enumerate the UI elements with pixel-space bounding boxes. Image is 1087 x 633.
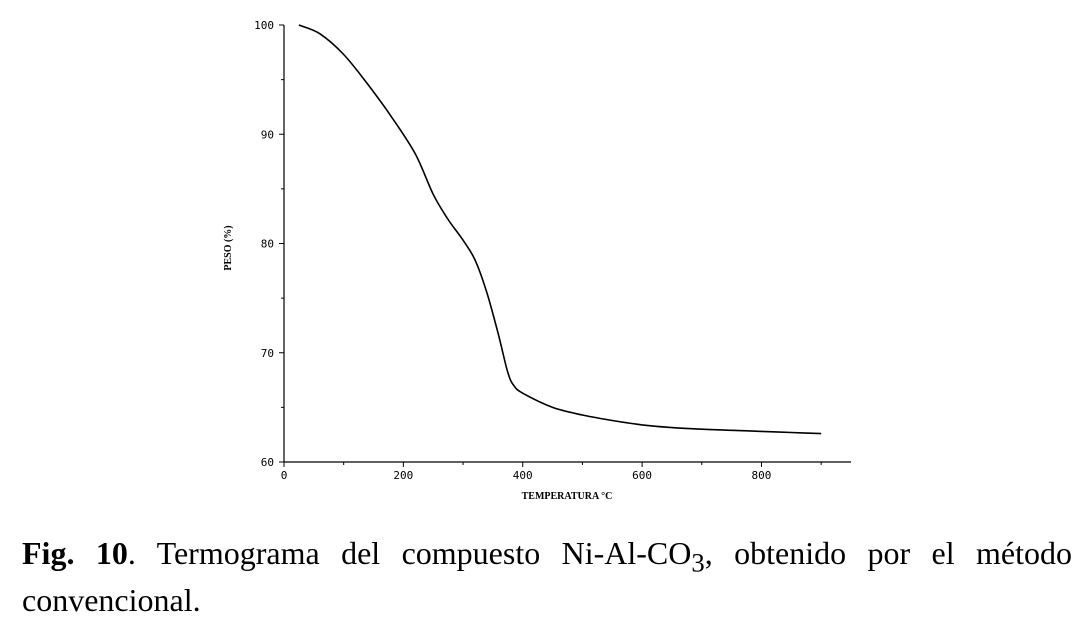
y-axis-label: PESO (%) [223, 225, 234, 270]
x-axis-label: TEMPERATURA °C [522, 491, 613, 502]
y-tick-label: 100 [254, 19, 274, 32]
caption-subscript: 3 [691, 547, 705, 578]
y-tick-label: 80 [261, 238, 274, 251]
figure-label: Fig. 10 [22, 535, 128, 571]
caption-text-end: , obtenido por el método convencional. [22, 535, 1073, 619]
caption-text: . Termograma del compuesto Ni-Al-CO [127, 535, 692, 571]
x-tick-label: 0 [281, 469, 288, 482]
y-tick-label: 60 [261, 456, 274, 469]
x-tick-label: 200 [393, 469, 413, 482]
y-tick-label: 90 [261, 128, 274, 141]
x-tick-label: 600 [632, 469, 652, 482]
figure-caption: Fig. 10. Termograma del compuesto Ni-Al-… [22, 534, 1072, 619]
y-ticks: 60 70 80 90 100 [254, 19, 284, 469]
series-line [298, 24, 822, 435]
x-tick-label: 800 [752, 469, 772, 482]
x-tick-label: 400 [513, 469, 533, 482]
x-ticks: 0 200 400 600 800 [281, 462, 822, 482]
y-tick-label: 70 [261, 347, 274, 360]
